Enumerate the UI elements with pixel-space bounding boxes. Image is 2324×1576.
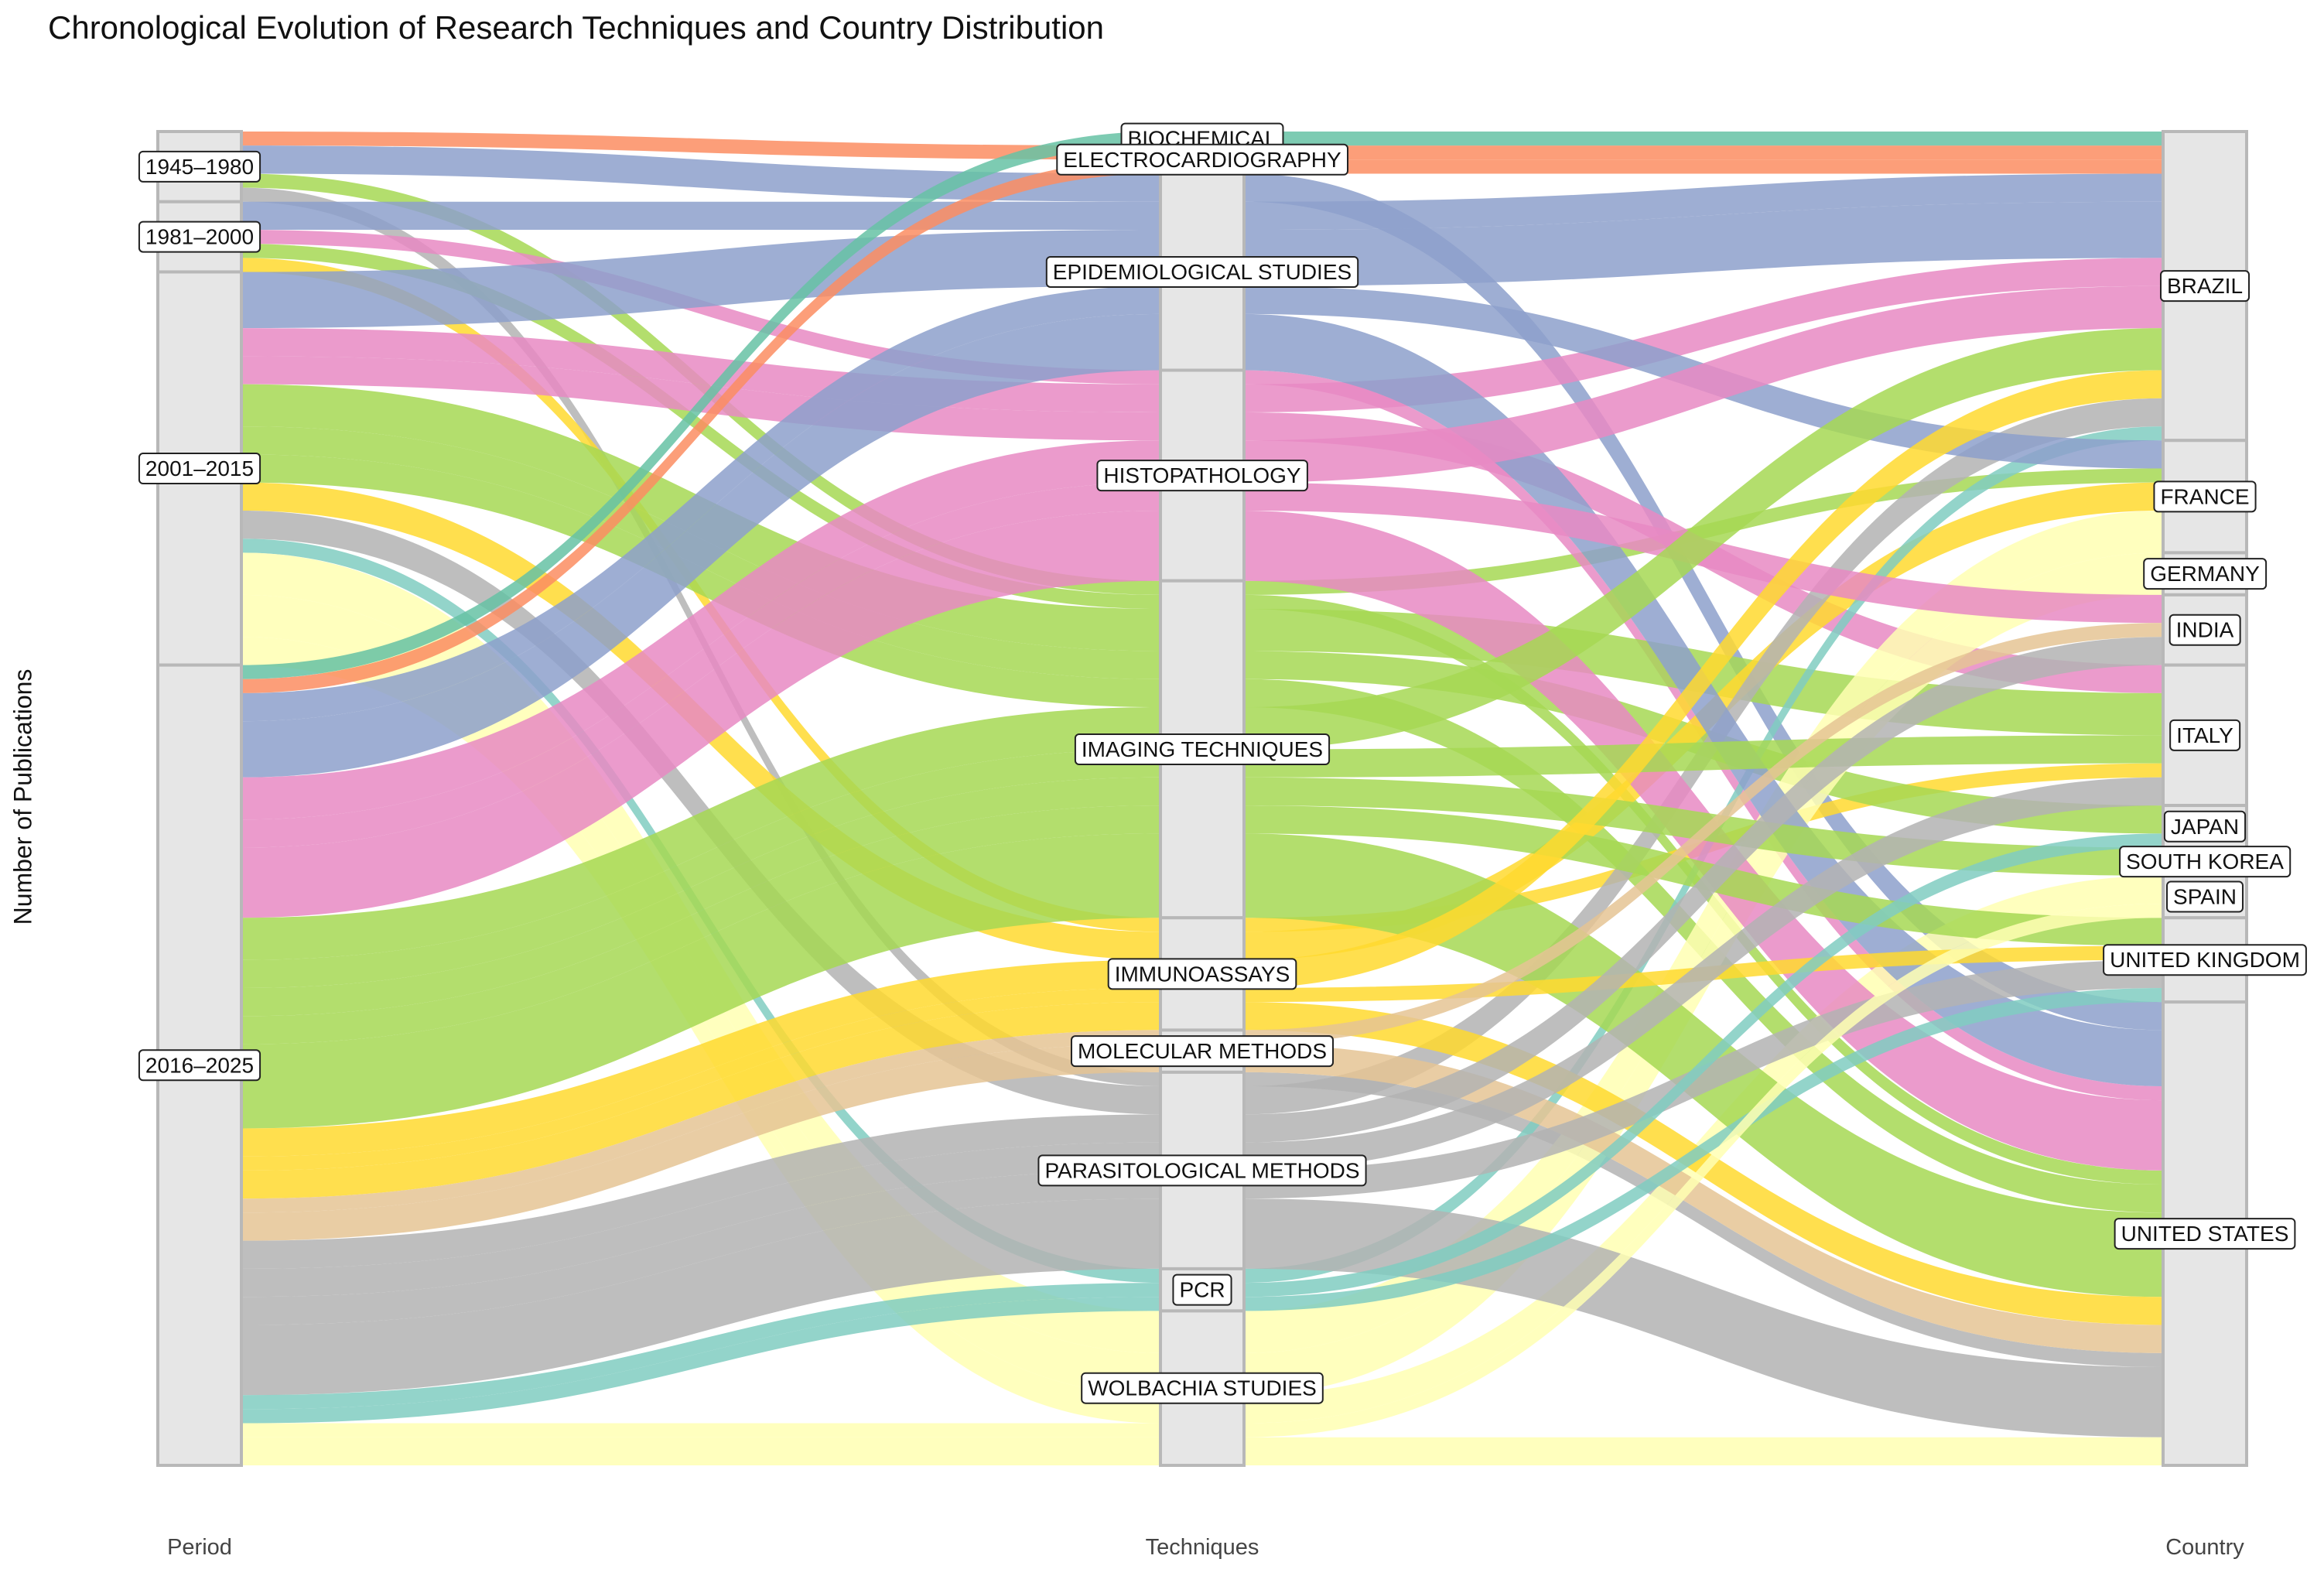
stratum-label-italy: ITALY	[2169, 719, 2241, 751]
stratum-label-text: FRANCE	[2160, 484, 2249, 508]
stratum-label-electrocardiography: ELECTROCARDIOGRAPHY	[1056, 143, 1349, 176]
stratum-label-box	[1037, 1154, 1367, 1187]
stratum-label-text: IMMUNOASSAYS	[1115, 962, 1290, 986]
stratum-label-box	[1045, 255, 1359, 288]
flow-2016-2025-epidemiological-studies-france	[241, 285, 2163, 722]
stratum-label-box	[2168, 614, 2241, 646]
stratum-label-1945-1980: 1945–1980	[138, 150, 261, 183]
stratum-label-molecular-methods: MOLECULAR METHODS	[1070, 1035, 1335, 1068]
stratum-label-text: BRAZIL	[2167, 274, 2243, 298]
stratum-label-text: GERMANY	[2150, 562, 2260, 586]
stratum-label-box	[2166, 880, 2244, 913]
stratum-labels-layer: 1945–19801981–20002001–20152016–2025BIOC…	[138, 122, 2307, 1404]
stratum-label-box	[1096, 460, 1308, 492]
stratum-label-box	[138, 221, 261, 253]
stratum-label-text: IMAGING TECHNIQUES	[1082, 737, 1323, 761]
flow-2016-2025-imaging-techniques-south-korea	[241, 777, 2163, 1017]
flow-2016-2025-immunoassays-united-states	[241, 1002, 2163, 1325]
stratum-label-germany: GERMANY	[2143, 558, 2268, 590]
stratum-label-text: JAPAN	[2171, 815, 2239, 839]
stratum-label-text: SOUTH KOREA	[2126, 850, 2284, 873]
stratum-label-text: 1981–2000	[145, 225, 254, 249]
stratum-label-box	[2163, 810, 2247, 843]
axis-label-period: Period	[167, 1535, 232, 1560]
stratum-label-box	[2114, 1218, 2296, 1250]
stratum-label-text: UNITED STATES	[2121, 1222, 2289, 1246]
flow-2001-2015-wolbachia-studies-germany	[241, 552, 2163, 1396]
stratum-label-south-korea: SOUTH KOREA	[2119, 846, 2292, 878]
flow-2016-2025-epidemiological-studies-united-states	[241, 313, 2163, 1087]
stratum-label-box	[138, 1049, 261, 1082]
stratum-label-box	[2119, 846, 2292, 878]
stratum-label-box	[1070, 1035, 1335, 1068]
stratum-label-box	[2143, 558, 2268, 590]
stratum-label-box	[1107, 958, 1297, 990]
stratum-label-imaging-techniques: IMAGING TECHNIQUES	[1074, 733, 1331, 765]
stratum-label-united-kingdom: UNITED KINGDOM	[2103, 944, 2307, 976]
stratum-label-text: EPIDEMIOLOGICAL STUDIES	[1053, 260, 1352, 284]
stratum-label-histopathology: HISTOPATHOLOGY	[1096, 460, 1308, 492]
stratum-label-text: ITALY	[2176, 723, 2233, 747]
stratum-label-japan: JAPAN	[2163, 810, 2247, 843]
stratum-label-text: PCR	[1179, 1278, 1225, 1302]
stratum-label-text: ELECTROCARDIOGRAPHY	[1063, 148, 1341, 172]
stratum-label-epidemiological-studies: EPIDEMIOLOGICAL STUDIES	[1045, 255, 1359, 288]
stratum-label-box	[2153, 480, 2257, 513]
stratum-label-2016-2025: 2016–2025	[138, 1049, 261, 1082]
flow-2016-2025-histopathology-brazil	[241, 285, 2163, 820]
flow-2016-2025-parasitological-methods-united-states	[241, 1198, 2163, 1438]
stratum-label-india: INDIA	[2168, 614, 2241, 646]
flow-2001-2015-immunoassays-france	[241, 482, 2163, 960]
stratum-label-united-states: UNITED STATES	[2114, 1218, 2296, 1250]
stratum-label-box	[2103, 944, 2307, 976]
stratum-label-text: WOLBACHIA STUDIES	[1088, 1376, 1317, 1400]
flow-2016-2025-parasitological-methods-italy	[241, 777, 2163, 1297]
flow-2016-2025-histopathology-india	[241, 482, 2163, 848]
flow-2016-2025-imaging-techniques-united-kingdom	[241, 805, 2163, 1044]
stratum-label-box	[1081, 1372, 1324, 1404]
stratum-label-brazil: BRAZIL	[2159, 270, 2251, 303]
stratum-label-box	[2169, 719, 2241, 751]
stratum-label-text: 2001–2015	[145, 456, 254, 480]
stratum-label-2001-2015: 2001–2015	[138, 453, 261, 485]
flow-2001-2015-parasitological-methods-brazil	[241, 398, 2163, 1115]
stratum-label-france: FRANCE	[2153, 480, 2257, 513]
axis-label-country: Country	[2165, 1535, 2244, 1560]
stratum-label-text: 2016–2025	[145, 1053, 254, 1077]
stratum-label-wolbachia-studies: WOLBACHIA STUDIES	[1081, 1372, 1324, 1404]
stratum-label-box	[138, 150, 261, 183]
stratum-label-text: HISTOPATHOLOGY	[1103, 463, 1300, 487]
stratum-label-text: 1945–1980	[145, 155, 254, 179]
stratum-label-box	[1056, 143, 1349, 176]
stratum-label-text: MOLECULAR METHODS	[1078, 1039, 1327, 1063]
stratum-label-box	[1074, 733, 1331, 765]
stratum-label-parasitological-methods: PARASITOLOGICAL METHODS	[1037, 1154, 1367, 1187]
stratum-label-box	[1172, 1273, 1232, 1306]
axis-label-techniques: Techniques	[1145, 1535, 1259, 1560]
flow-2016-2025-histopathology-united-states	[241, 510, 2163, 1171]
flow-2016-2025-imaging-techniques-italy	[241, 735, 2163, 988]
flow-2016-2025-molecular-methods-united-states	[241, 1044, 2163, 1353]
flow-2001-2015-histopathology-brazil	[241, 258, 2163, 412]
stratum-label-text: UNITED KINGDOM	[2110, 948, 2300, 972]
stratum-label-1981-2000: 1981–2000	[138, 221, 261, 253]
stratum-label-text: PARASITOLOGICAL METHODS	[1044, 1158, 1359, 1182]
stratum-label-immunoassays: IMMUNOASSAYS	[1107, 958, 1297, 990]
stratum-label-text: SPAIN	[2173, 885, 2237, 909]
stratum-label-pcr: PCR	[1172, 1273, 1232, 1306]
flow-2016-2025-imaging-techniques-brazil	[241, 328, 2163, 960]
flow-2016-2025-imaging-techniques-united-states	[241, 833, 2163, 1297]
stratum-label-spain: SPAIN	[2166, 880, 2244, 913]
stratum-label-box	[138, 453, 261, 485]
stratum-label-box	[2159, 270, 2251, 303]
stratum-label-text: INDIA	[2176, 618, 2234, 642]
chart-title: Chronological Evolution of Research Tech…	[48, 9, 1104, 46]
flow-2016-2025-parasitological-methods-united-kingdom	[241, 959, 2163, 1325]
